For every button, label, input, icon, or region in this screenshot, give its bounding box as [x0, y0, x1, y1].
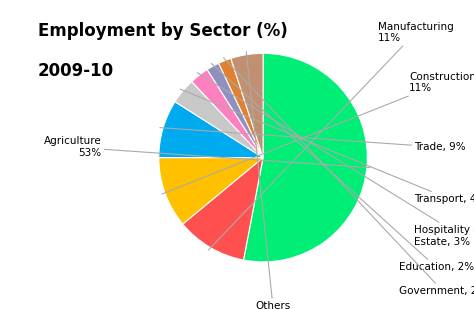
Wedge shape — [244, 53, 367, 262]
Text: Employment by Sector (%): Employment by Sector (%) — [38, 22, 288, 40]
Text: Agriculture
53%: Agriculture 53% — [44, 136, 370, 168]
Wedge shape — [207, 63, 263, 158]
Wedge shape — [159, 158, 263, 224]
Text: Government, 2%: Government, 2% — [224, 58, 474, 296]
Text: Hospitality & Real
Estate, 3%: Hospitality & Real Estate, 3% — [197, 73, 474, 247]
Text: Construction
11%: Construction 11% — [162, 72, 474, 194]
Wedge shape — [182, 158, 263, 260]
Wedge shape — [159, 102, 263, 158]
Wedge shape — [175, 82, 263, 158]
Wedge shape — [219, 58, 263, 158]
Text: Manufacturing
11%: Manufacturing 11% — [209, 22, 454, 250]
Text: 2009-10: 2009-10 — [38, 62, 114, 80]
Wedge shape — [231, 53, 263, 158]
Text: Education, 2%: Education, 2% — [211, 63, 474, 272]
Text: Trade, 9%: Trade, 9% — [160, 128, 466, 152]
Text: Transport, 4%: Transport, 4% — [180, 89, 474, 204]
Wedge shape — [191, 70, 263, 158]
Text: Others
5%: Others 5% — [246, 52, 291, 309]
